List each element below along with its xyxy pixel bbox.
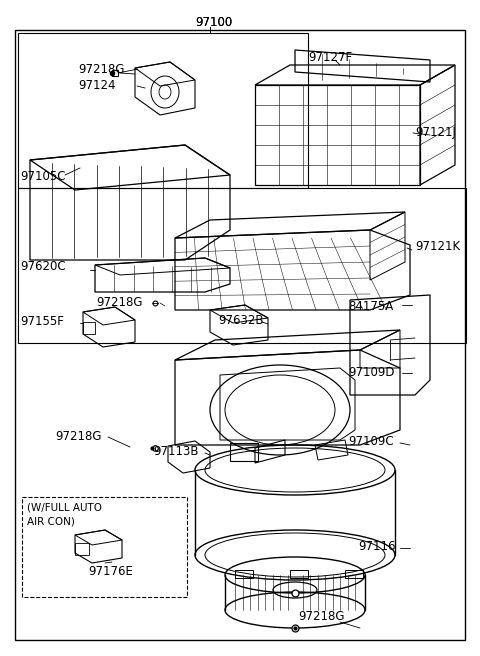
Bar (290, 570, 308, 578)
Text: 97218G: 97218G (298, 610, 345, 623)
Text: 97109D: 97109D (348, 366, 395, 379)
Text: 97109C: 97109C (348, 435, 394, 448)
Bar (18, 33, 308, 188)
Text: 97176E: 97176E (88, 565, 133, 578)
Text: AIR CON): AIR CON) (27, 517, 75, 527)
Text: 97218G: 97218G (78, 63, 124, 76)
Text: 97121K: 97121K (415, 240, 460, 253)
Text: 97100: 97100 (195, 16, 232, 29)
Bar (235, 570, 253, 578)
Bar (75, 543, 89, 555)
Text: (W/FULL AUTO: (W/FULL AUTO (27, 502, 102, 512)
Text: 97116: 97116 (358, 540, 396, 553)
Text: 97218G: 97218G (96, 296, 143, 309)
Text: 97632B: 97632B (218, 314, 264, 327)
Text: 97127F: 97127F (308, 51, 352, 64)
Bar (22, 497, 187, 597)
Text: 84175A: 84175A (348, 300, 393, 313)
Text: 97620C: 97620C (20, 260, 66, 273)
Bar (83, 322, 95, 334)
Text: 97113B: 97113B (153, 445, 199, 458)
Bar (230, 443, 258, 461)
Text: 97124: 97124 (78, 79, 116, 92)
Text: 97100: 97100 (195, 16, 232, 29)
Text: 97121J: 97121J (415, 126, 456, 139)
Bar (18, 188, 466, 343)
Text: 97218G: 97218G (55, 430, 101, 443)
Bar (345, 570, 363, 578)
Text: 97105C: 97105C (20, 170, 65, 183)
Text: 97155F: 97155F (20, 315, 64, 328)
